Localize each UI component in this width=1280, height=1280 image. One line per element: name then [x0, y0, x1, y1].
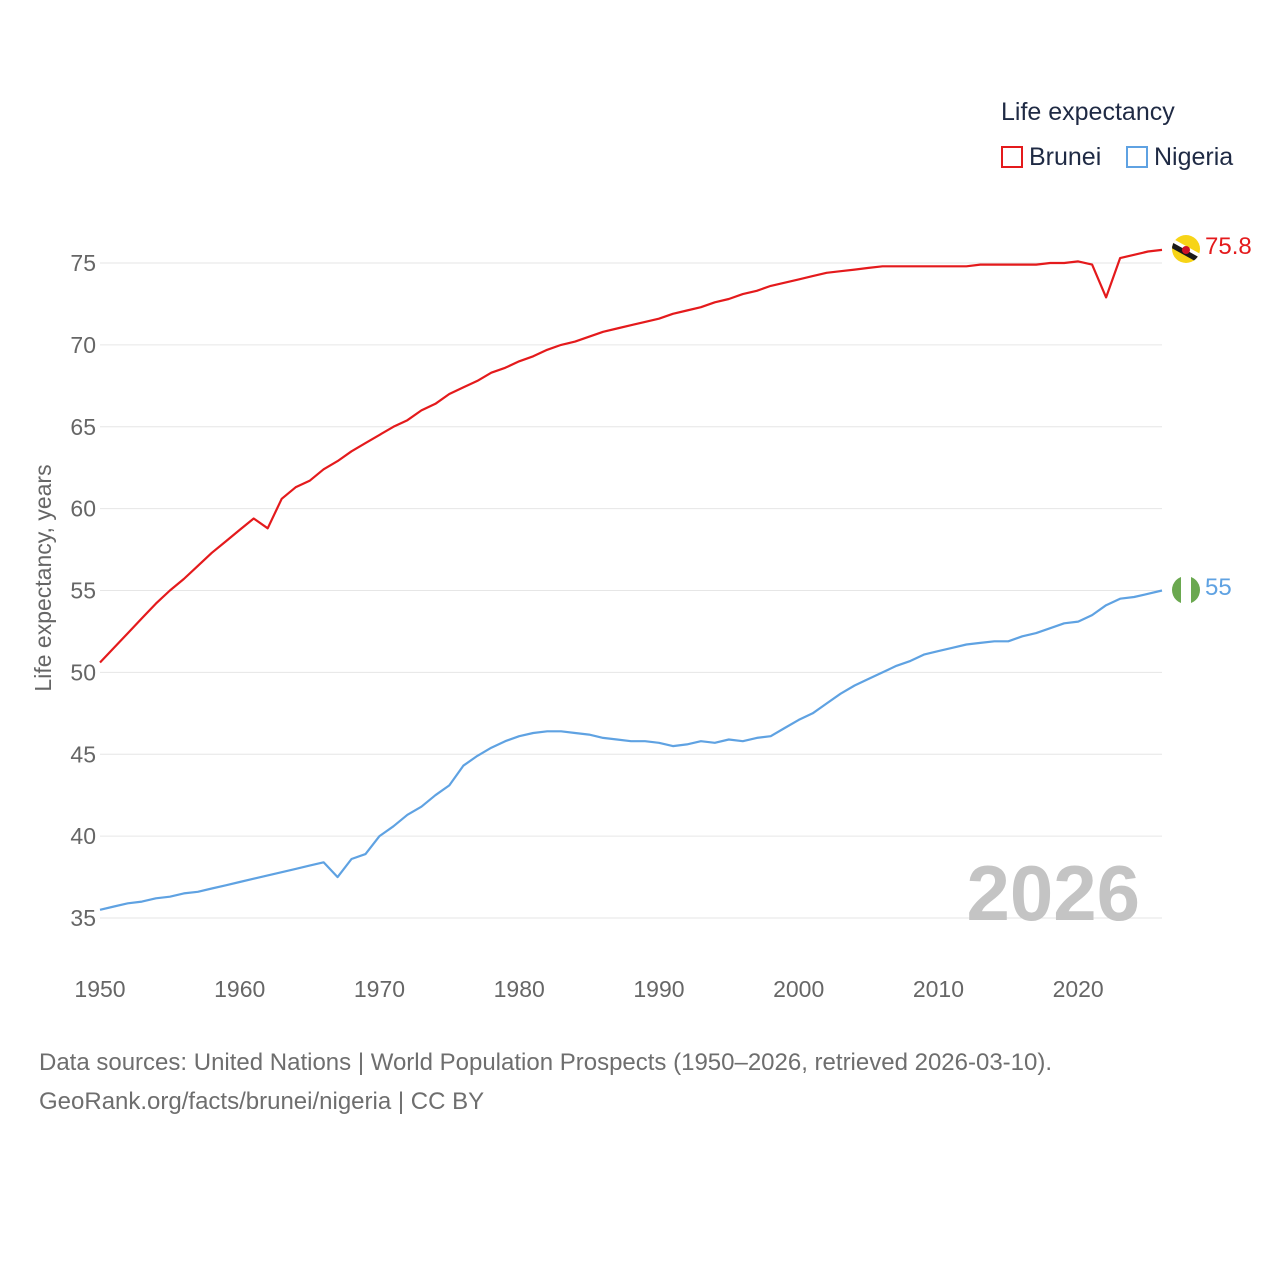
legend-item-brunei[interactable]: Brunei	[1001, 143, 1101, 171]
x-tick-label: 1970	[354, 976, 405, 1002]
y-tick-label: 75	[70, 250, 96, 276]
y-axis-ticks: 35 40 45 50 55 60 65 70 75	[70, 250, 96, 931]
y-tick-label: 35	[70, 905, 96, 931]
brunei-end-label: 75.8	[1205, 233, 1252, 260]
nigeria-end-label: 55	[1205, 574, 1232, 601]
legend-label-nigeria: Nigeria	[1154, 142, 1234, 171]
legend-label-brunei: Brunei	[1029, 142, 1102, 171]
data-sources: Data sources: United Nations | World Pop…	[39, 1043, 1052, 1121]
x-axis-ticks: 1950 1960 1970 1980 1990 2000 2010 2020	[74, 976, 1103, 1002]
y-tick-label: 65	[70, 414, 96, 440]
gridlines	[100, 262, 1162, 919]
x-tick-label: 2010	[913, 976, 964, 1002]
series-line-nigeria	[99, 589, 1163, 911]
y-tick-label: 70	[70, 332, 96, 358]
x-tick-label: 1960	[214, 976, 265, 1002]
year-watermark: 2026	[966, 849, 1140, 937]
legend-item-nigeria[interactable]: Nigeria	[1126, 143, 1233, 171]
legend-swatch-brunei	[1001, 146, 1023, 168]
x-tick-label: 2000	[773, 976, 824, 1002]
series-lines	[99, 248, 1163, 911]
legend-title: Life expectancy	[1001, 98, 1175, 126]
sources-line: Data sources: United Nations | World Pop…	[39, 1049, 1053, 1076]
attribution-link[interactable]: GeoRank.org/facts/brunei/nigeria | CC BY	[39, 1088, 485, 1115]
y-axis-label: Life expectancy, years	[30, 464, 56, 691]
y-tick-label: 45	[70, 741, 96, 767]
y-tick-label: 55	[70, 578, 96, 604]
nigeria-flag-icon	[1172, 576, 1200, 604]
y-tick-label: 60	[70, 496, 96, 522]
y-tick-label: 50	[70, 659, 96, 685]
x-tick-label: 1950	[74, 976, 125, 1002]
legend-swatch-nigeria	[1126, 146, 1148, 168]
series-line-brunei	[99, 248, 1163, 664]
brunei-flag-icon	[1172, 235, 1200, 263]
y-tick-label: 40	[70, 823, 96, 849]
x-tick-label: 2020	[1053, 976, 1104, 1002]
x-tick-label: 1990	[633, 976, 684, 1002]
x-tick-label: 1980	[494, 976, 545, 1002]
